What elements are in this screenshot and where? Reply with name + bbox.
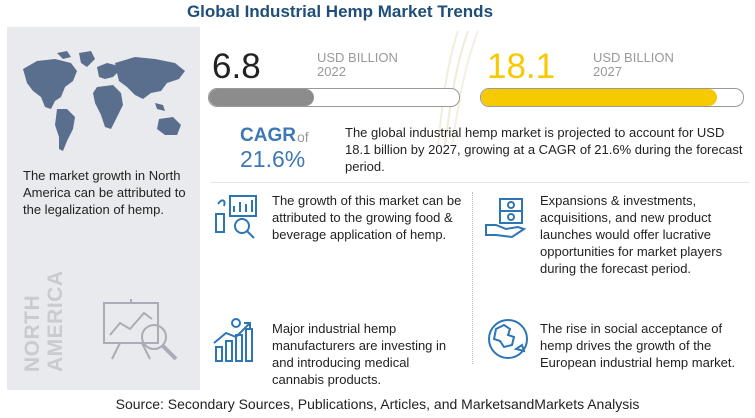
- bar-2027-track: [480, 88, 744, 107]
- region-label: NORTH AMERICA: [21, 270, 67, 373]
- cagr-of: of: [297, 129, 309, 145]
- cagr-label: CAGR: [240, 125, 296, 146]
- unit-2022: USD BILLION: [317, 50, 398, 65]
- left-panel: The market growth in North America can b…: [7, 27, 200, 390]
- page-title: Global Industrial Hemp Market Trends: [186, 2, 494, 21]
- value-2027: 18.1: [487, 47, 556, 86]
- fact-food-beverage: The growth of this market can be attribu…: [272, 193, 462, 242]
- presentation-analysis-icon: [103, 299, 178, 361]
- cagr-value: 21.6%: [240, 146, 306, 172]
- cagr-description: The global industrial hemp market is pro…: [345, 125, 743, 174]
- food-analysis-icon: [215, 195, 257, 239]
- bar-2022-track: [208, 88, 460, 107]
- bar-2022-fill: [209, 89, 314, 106]
- source-note: Source: Secondary Sources, Publications,…: [115, 396, 640, 412]
- world-map-icon: [23, 51, 185, 151]
- fact-social-acceptance: The rise in social acceptance of hemp dr…: [540, 321, 736, 370]
- fact-manufacturers: Major industrial hemp manufacturers are …: [272, 321, 447, 387]
- divider: [210, 182, 750, 183]
- value-2022: 6.8: [212, 47, 261, 86]
- growth-chart-icon: [213, 318, 253, 362]
- main-panel: 6.8 USD BILLION 2022 18.1 USD BILLION 20…: [200, 27, 750, 390]
- decorative-swirl-icon: [437, 30, 479, 146]
- money-hand-icon: [485, 198, 527, 239]
- divider-vertical: [472, 192, 473, 364]
- bar-2027-fill: [481, 89, 717, 106]
- year-2022: 2022: [317, 64, 346, 79]
- map-description: The market growth in North America can b…: [23, 168, 186, 217]
- unit-2027: USD BILLION: [593, 50, 674, 65]
- year-2027: 2027: [593, 64, 622, 79]
- fact-expansions: Expansions & investments, acquisitions, …: [540, 193, 723, 276]
- europe-globe-icon: [488, 319, 528, 359]
